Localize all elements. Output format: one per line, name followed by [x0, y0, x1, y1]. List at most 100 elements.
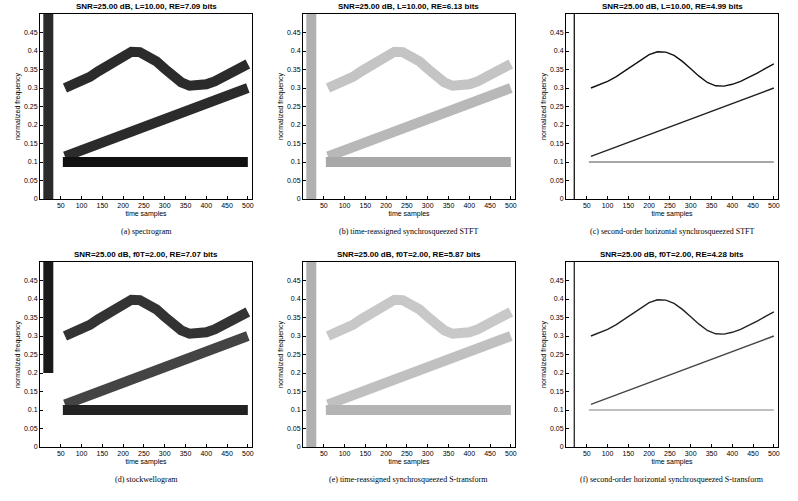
svg-text:150: 150	[97, 450, 109, 457]
svg-text:SNR=25.00 dB, f0T=2.00, RE=4.2: SNR=25.00 dB, f0T=2.00, RE=4.28 bits	[600, 250, 744, 259]
svg-text:(a) spectrogram: (a) spectrogram	[121, 227, 172, 236]
svg-text:(b) time-reassigned synchrosqu: (b) time-reassigned synchrosqueezed STFT	[339, 227, 478, 236]
svg-text:0.45: 0.45	[287, 29, 301, 36]
svg-text:0.15: 0.15	[24, 388, 38, 395]
svg-text:400: 400	[200, 202, 212, 209]
svg-text:0.45: 0.45	[287, 277, 301, 284]
svg-text:0.3: 0.3	[291, 332, 301, 339]
svg-text:(e) time-reassigned synchrosqu: (e) time-reassigned synchrosqueezed S-tr…	[329, 475, 488, 484]
svg-text:0.05: 0.05	[550, 425, 564, 432]
svg-text:300: 300	[422, 202, 434, 209]
svg-text:0.4: 0.4	[28, 295, 38, 302]
svg-text:(c) second-order horizontal sy: (c) second-order horizontal synchrosquee…	[590, 227, 755, 236]
svg-text:50: 50	[57, 202, 65, 209]
svg-text:300: 300	[159, 202, 171, 209]
svg-text:0.3: 0.3	[554, 332, 564, 339]
svg-text:400: 400	[200, 450, 212, 457]
svg-text:450: 450	[747, 450, 759, 457]
svg-text:350: 350	[180, 202, 192, 209]
svg-text:0.15: 0.15	[287, 140, 301, 147]
svg-text:400: 400	[726, 450, 738, 457]
svg-text:500: 500	[505, 202, 517, 209]
svg-text:0.35: 0.35	[24, 66, 38, 73]
svg-text:300: 300	[159, 450, 171, 457]
svg-text:time samples: time samples	[388, 210, 430, 218]
svg-text:0.05: 0.05	[24, 177, 38, 184]
svg-text:350: 350	[706, 202, 718, 209]
svg-text:0: 0	[34, 195, 38, 202]
svg-text:500: 500	[242, 450, 254, 457]
svg-text:time samples: time samples	[125, 210, 167, 218]
svg-text:0: 0	[297, 443, 301, 450]
svg-text:0.3: 0.3	[28, 332, 38, 339]
svg-text:350: 350	[443, 450, 455, 457]
svg-text:0: 0	[560, 443, 564, 450]
svg-text:0.15: 0.15	[550, 140, 564, 147]
svg-text:0.05: 0.05	[287, 177, 301, 184]
svg-text:0.2: 0.2	[28, 369, 38, 376]
svg-text:0.25: 0.25	[287, 103, 301, 110]
svg-text:500: 500	[768, 450, 780, 457]
svg-text:0.3: 0.3	[291, 84, 301, 91]
svg-text:0.35: 0.35	[24, 314, 38, 321]
svg-text:0.2: 0.2	[554, 369, 564, 376]
svg-text:0.25: 0.25	[24, 351, 38, 358]
svg-text:100: 100	[76, 202, 88, 209]
svg-text:200: 200	[380, 202, 392, 209]
svg-text:0: 0	[34, 443, 38, 450]
svg-text:450: 450	[747, 202, 759, 209]
svg-text:0.4: 0.4	[28, 47, 38, 54]
svg-text:0.25: 0.25	[24, 103, 38, 110]
svg-text:450: 450	[484, 202, 496, 209]
svg-text:250: 250	[664, 450, 676, 457]
svg-text:300: 300	[685, 202, 697, 209]
svg-text:0.15: 0.15	[287, 388, 301, 395]
svg-text:450: 450	[221, 450, 233, 457]
svg-text:0.45: 0.45	[24, 277, 38, 284]
svg-text:0.4: 0.4	[291, 47, 301, 54]
svg-text:250: 250	[138, 202, 150, 209]
svg-text:0.4: 0.4	[291, 295, 301, 302]
svg-text:(d) stockwellogram: (d) stockwellogram	[115, 475, 178, 484]
svg-text:time samples: time samples	[651, 458, 693, 466]
svg-text:0.45: 0.45	[550, 29, 564, 36]
svg-text:0.05: 0.05	[550, 177, 564, 184]
svg-text:0.25: 0.25	[550, 103, 564, 110]
svg-text:450: 450	[221, 202, 233, 209]
svg-text:0.45: 0.45	[550, 277, 564, 284]
svg-text:0.3: 0.3	[28, 84, 38, 91]
svg-text:150: 150	[623, 450, 635, 457]
svg-text:500: 500	[242, 202, 254, 209]
svg-text:400: 400	[726, 202, 738, 209]
svg-text:300: 300	[685, 450, 697, 457]
svg-text:250: 250	[401, 450, 413, 457]
svg-text:250: 250	[664, 202, 676, 209]
svg-text:150: 150	[623, 202, 635, 209]
svg-text:200: 200	[643, 202, 655, 209]
svg-text:300: 300	[422, 450, 434, 457]
svg-text:0.05: 0.05	[287, 425, 301, 432]
svg-text:200: 200	[117, 202, 129, 209]
svg-text:200: 200	[117, 450, 129, 457]
svg-text:250: 250	[401, 202, 413, 209]
svg-text:0.15: 0.15	[24, 140, 38, 147]
svg-text:350: 350	[180, 450, 192, 457]
svg-text:0: 0	[297, 195, 301, 202]
svg-text:0.2: 0.2	[28, 121, 38, 128]
svg-text:100: 100	[76, 450, 88, 457]
svg-text:SNR=25.00 dB, L=10.00, RE=7.09: SNR=25.00 dB, L=10.00, RE=7.09 bits	[76, 2, 217, 11]
svg-text:0.1: 0.1	[554, 158, 564, 165]
svg-text:0.45: 0.45	[24, 29, 38, 36]
svg-text:350: 350	[706, 450, 718, 457]
svg-text:time samples: time samples	[651, 210, 693, 218]
svg-text:0.25: 0.25	[550, 351, 564, 358]
svg-text:150: 150	[97, 202, 109, 209]
svg-text:150: 150	[360, 202, 372, 209]
svg-text:normalized frequency: normalized frequency	[14, 321, 22, 388]
svg-text:SNR=25.00 dB, L=10.00, RE=4.99: SNR=25.00 dB, L=10.00, RE=4.99 bits	[602, 2, 743, 11]
svg-text:0.35: 0.35	[550, 314, 564, 321]
svg-text:200: 200	[643, 450, 655, 457]
svg-text:500: 500	[505, 450, 517, 457]
svg-text:100: 100	[602, 202, 614, 209]
svg-text:450: 450	[484, 450, 496, 457]
